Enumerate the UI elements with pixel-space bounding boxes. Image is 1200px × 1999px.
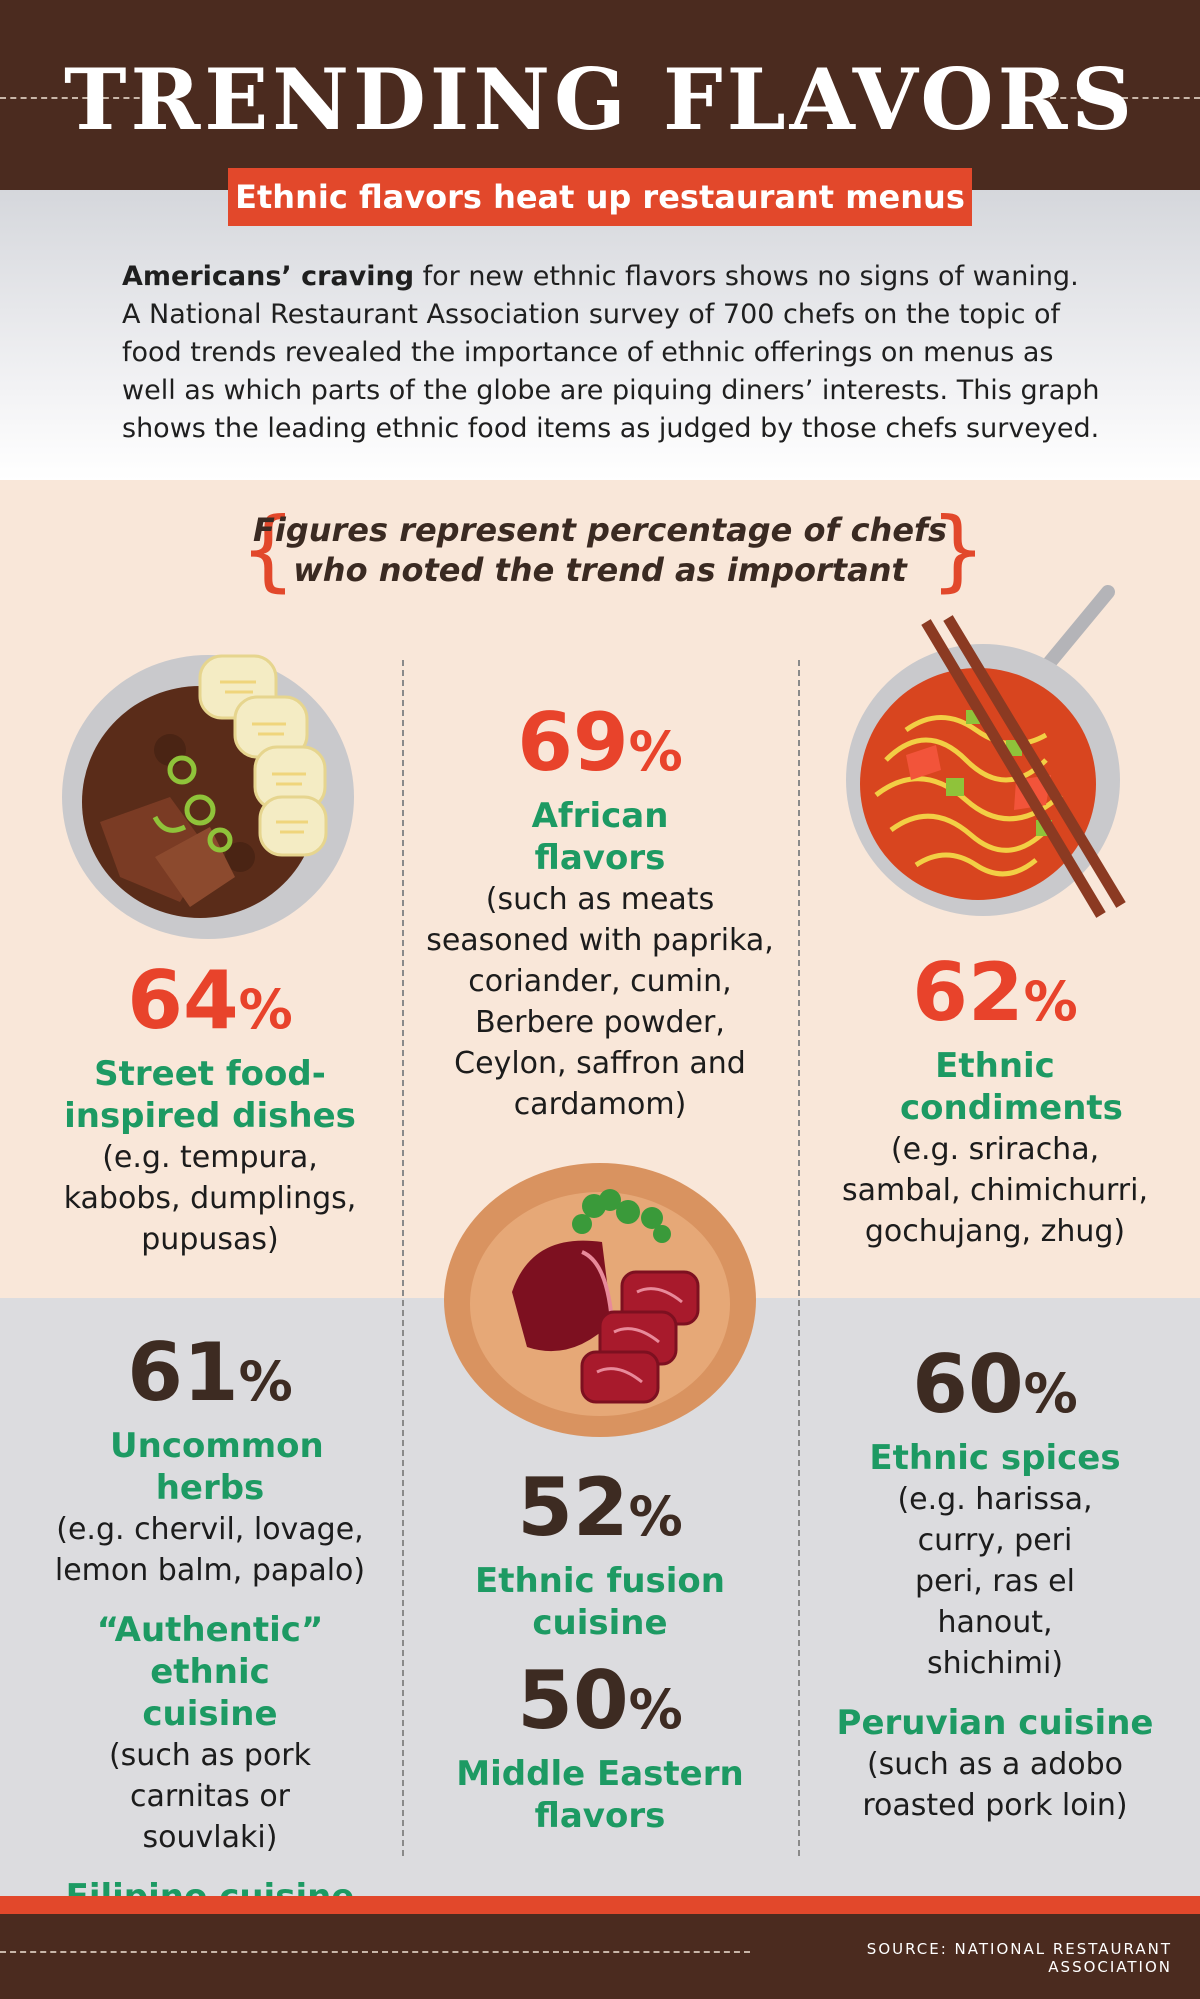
footer-bar <box>0 1914 1200 1999</box>
stat-percent: 62% <box>912 946 1078 1039</box>
stat-ethnic-spices: 60% Ethnic spices (e.g. harissa, curry, … <box>820 1342 1170 1826</box>
stat-middle-eastern: 50% Middle Eastern flavors <box>420 1658 780 1837</box>
stat-label: Middle Eastern flavors <box>456 1754 744 1836</box>
stat-ethnic-condiments: 62% Ethnic condiments (e.g. sriracha, sa… <box>820 950 1170 1252</box>
arrow-left-icon: ‹ <box>1032 88 1040 109</box>
stat-description: (e.g. tempura, kabobs, dumplings, pupusa… <box>63 1140 357 1257</box>
authentic-cuisine-description: (such as pork carnitas or souvlaki) <box>108 1738 312 1855</box>
stat-description: (e.g. sriracha, sambal, chimichurri, goc… <box>841 1132 1148 1249</box>
stat-description: (e.g. harissa, curry, peri peri, ras el … <box>897 1482 1093 1681</box>
stat-label: Ethnic fusion cuisine <box>475 1561 725 1643</box>
authentic-cuisine-label: “Authentic” ethnic cuisine <box>96 1610 324 1734</box>
header-bar <box>0 0 1200 190</box>
subtitle-ribbon: Ethnic flavors heat up restaurant menus <box>228 168 972 226</box>
stat-percent: 60% <box>912 1338 1078 1431</box>
peruvian-cuisine-label: Peruvian cuisine <box>836 1703 1154 1743</box>
footer-stripe <box>0 1896 1200 1914</box>
stat-street-food: 64% Street food-inspired dishes (e.g. te… <box>40 958 380 1260</box>
page-title: TRENDING FLAVORS <box>63 50 1137 149</box>
stat-label: Ethnic spices <box>869 1438 1121 1478</box>
intro-lead: Americans’ craving <box>122 261 415 292</box>
stat-percent: 61% <box>127 1326 293 1419</box>
stat-percent: 50% <box>517 1654 683 1747</box>
source-credit: SOURCE: NATIONAL RESTAURANT ASSOCIATION <box>866 1940 1172 1976</box>
intro-text: Americans’ craving for new ethnic flavor… <box>122 258 1102 448</box>
stat-description: (e.g. chervil, lovage, lemon balm, papal… <box>54 1512 366 1588</box>
header-divider-right <box>1050 97 1200 99</box>
stat-african-flavors: 69% African flavors (such as meats seaso… <box>420 700 780 1125</box>
left-brace-icon: { <box>240 498 296 601</box>
intro-body: for new ethnic flavors shows no signs of… <box>122 261 1100 444</box>
stew-bowl-icon <box>62 654 354 939</box>
stat-uncommon-herbs: 61% Uncommon herbs (e.g. chervil, lovage… <box>40 1330 380 1918</box>
stat-description: (such as meats seasoned with paprika, co… <box>426 882 774 1122</box>
stat-label: Street food-inspired dishes <box>64 1054 356 1136</box>
stat-percent: 69% <box>517 696 683 789</box>
footer-divider <box>0 1951 750 1953</box>
intro-band <box>0 190 1200 480</box>
arrow-right-icon: › <box>154 88 162 109</box>
stat-label: African flavors <box>531 796 669 878</box>
column-divider-left <box>402 660 404 1856</box>
stat-percent: 64% <box>127 954 293 1047</box>
right-brace-icon: } <box>930 498 986 601</box>
figures-note: Figures represent percentage of chefs wh… <box>253 511 947 589</box>
stat-ethnic-fusion: 52% Ethnic fusion cuisine <box>420 1465 780 1644</box>
noodle-bowl-icon <box>846 585 1126 918</box>
stat-label: Ethnic condiments <box>900 1046 1123 1128</box>
stat-label: Uncommon herbs <box>110 1426 324 1508</box>
header-divider-left <box>0 97 150 99</box>
peruvian-cuisine-description: (such as a adobo roasted pork loin) <box>862 1747 1128 1823</box>
column-divider-right <box>798 660 800 1856</box>
stat-percent: 52% <box>517 1461 683 1554</box>
meat-plate-icon <box>444 1163 756 1437</box>
